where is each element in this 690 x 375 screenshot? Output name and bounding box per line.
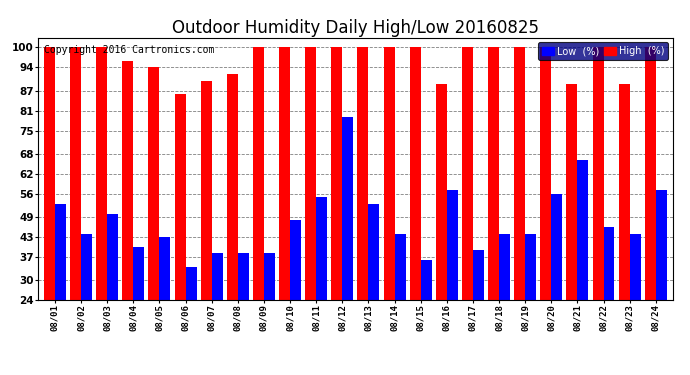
Bar bbox=[264, 254, 275, 375]
Bar bbox=[384, 48, 395, 375]
Bar bbox=[436, 84, 447, 375]
Bar bbox=[44, 48, 55, 375]
Bar bbox=[175, 94, 186, 375]
Bar bbox=[566, 84, 578, 375]
Bar bbox=[357, 48, 368, 375]
Bar bbox=[447, 190, 457, 375]
Bar bbox=[488, 48, 499, 375]
Bar bbox=[148, 68, 159, 375]
Bar bbox=[279, 48, 290, 375]
Bar bbox=[604, 227, 615, 375]
Bar bbox=[96, 48, 107, 375]
Bar bbox=[619, 84, 630, 375]
Bar bbox=[81, 234, 92, 375]
Bar bbox=[630, 234, 640, 375]
Bar bbox=[159, 237, 170, 375]
Bar bbox=[525, 234, 536, 375]
Title: Outdoor Humidity Daily High/Low 20160825: Outdoor Humidity Daily High/Low 20160825 bbox=[172, 20, 539, 38]
Bar bbox=[186, 267, 197, 375]
Bar bbox=[395, 234, 406, 375]
Bar bbox=[70, 48, 81, 375]
Bar bbox=[107, 214, 118, 375]
Bar bbox=[290, 220, 301, 375]
Bar bbox=[238, 254, 249, 375]
Bar bbox=[499, 234, 510, 375]
Bar bbox=[253, 48, 264, 375]
Bar bbox=[644, 48, 656, 375]
Text: Copyright 2016 Cartronics.com: Copyright 2016 Cartronics.com bbox=[44, 45, 215, 56]
Bar bbox=[473, 250, 484, 375]
Bar bbox=[133, 247, 144, 375]
Bar bbox=[201, 81, 212, 375]
Legend: Low  (%), High  (%): Low (%), High (%) bbox=[538, 42, 668, 60]
Bar bbox=[342, 117, 353, 375]
Bar bbox=[462, 48, 473, 375]
Bar bbox=[593, 48, 604, 375]
Bar bbox=[410, 48, 421, 375]
Bar bbox=[122, 61, 133, 375]
Bar bbox=[316, 197, 327, 375]
Bar bbox=[421, 260, 432, 375]
Bar bbox=[578, 160, 589, 375]
Bar bbox=[551, 194, 562, 375]
Bar bbox=[227, 74, 238, 375]
Bar bbox=[305, 48, 316, 375]
Bar bbox=[331, 48, 342, 375]
Bar bbox=[55, 204, 66, 375]
Bar bbox=[368, 204, 380, 375]
Bar bbox=[212, 254, 223, 375]
Bar bbox=[540, 48, 551, 375]
Bar bbox=[514, 48, 525, 375]
Bar bbox=[656, 190, 667, 375]
